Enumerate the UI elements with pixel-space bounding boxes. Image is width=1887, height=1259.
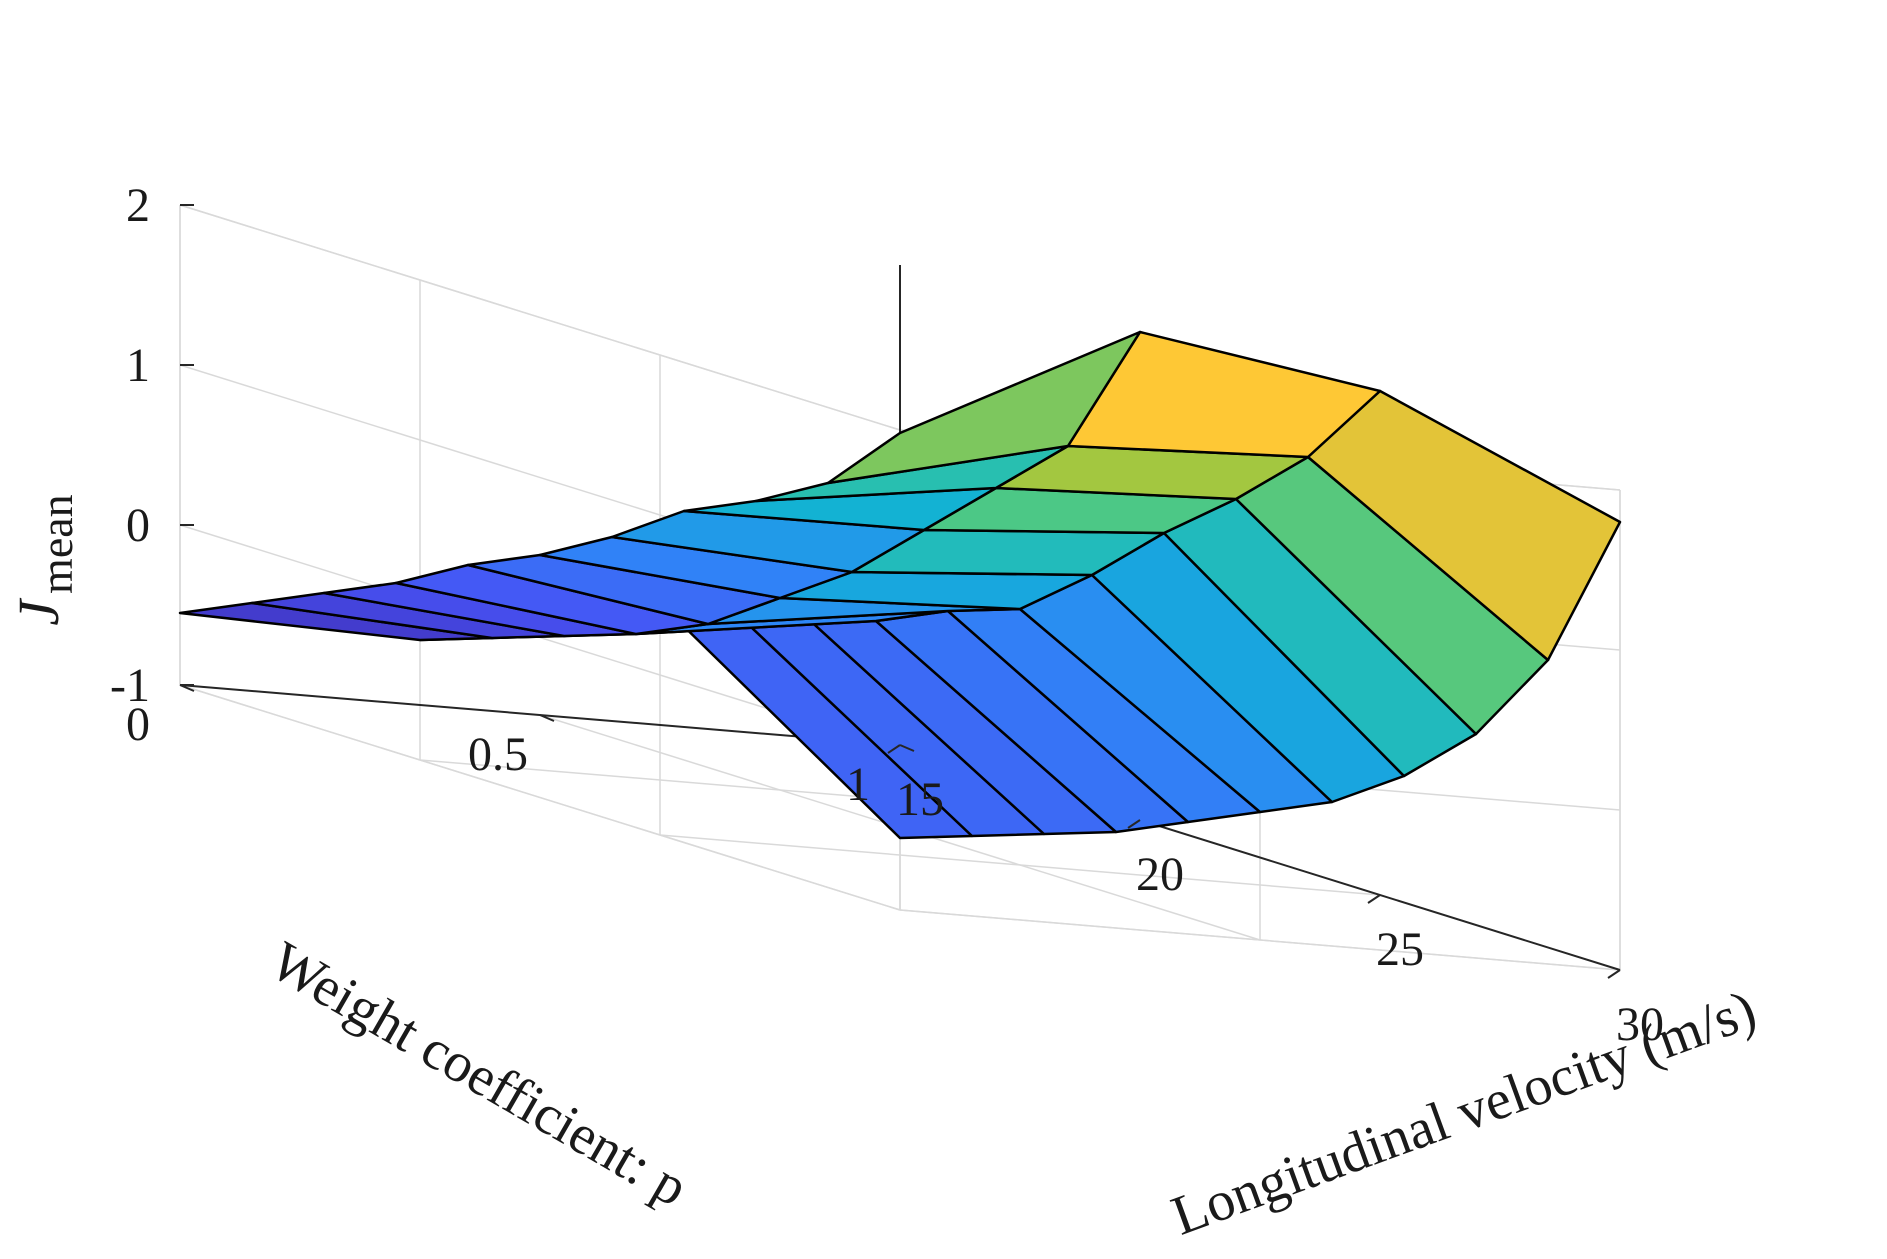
surface [178,330,1622,840]
y-tick-label: 1 [846,758,870,811]
z-tick-label: 2 [126,179,150,232]
y-tick-label: 0.5 [468,728,528,781]
y-tick-mark [539,714,555,722]
x-tick-label: 20 [1136,848,1184,901]
grid-line-y [179,684,901,911]
z-tick-label: 0 [126,499,150,552]
box-edge [179,204,901,431]
y-tick-label: 0 [126,698,150,751]
y-tick-mark [899,744,915,752]
x-tick-mark [1607,969,1621,979]
x-tick-label: 30 [1616,998,1664,1051]
surface-patch [826,330,1142,485]
x-tick-label: 15 [896,773,944,826]
z-axis-label-main: J [6,597,71,626]
x-tick-label: 25 [1376,923,1424,976]
z-tick-label: 1 [126,339,150,392]
x-axis-label: Longitudinal velocity (m/s) [1164,979,1764,1248]
z-axis-label-subscript: mean [31,494,82,594]
z-axis-label: Jmean [6,494,82,625]
y-axis-label: Weight coefficient: p [260,930,698,1219]
z-tick-label: -1 [110,659,150,712]
x-tick-mark [887,744,901,754]
x-tick-mark [1127,819,1141,829]
x-tick-mark [1367,894,1381,904]
